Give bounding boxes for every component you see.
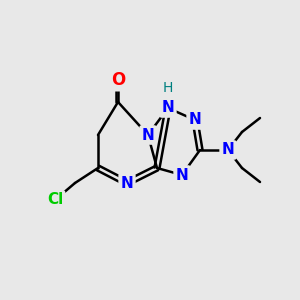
Text: N: N	[222, 142, 234, 158]
Text: N: N	[162, 100, 174, 116]
Text: N: N	[189, 112, 201, 128]
Text: Cl: Cl	[47, 193, 63, 208]
Text: N: N	[142, 128, 154, 142]
Text: O: O	[111, 71, 125, 89]
Text: N: N	[121, 176, 134, 190]
Text: H: H	[163, 81, 173, 95]
Text: N: N	[176, 167, 188, 182]
